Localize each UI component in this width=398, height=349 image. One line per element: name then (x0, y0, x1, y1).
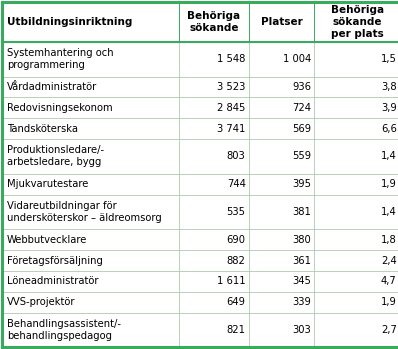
Text: 744: 744 (227, 179, 246, 189)
Text: 339: 339 (293, 297, 311, 307)
Text: Vidareutbildningar för
undersköterskor – äldreomsorg: Vidareutbildningar för undersköterskor –… (7, 201, 162, 223)
Bar (2, 2, 179, 42)
Text: 559: 559 (292, 151, 311, 161)
Bar (2, 97, 398, 118)
Text: 724: 724 (292, 103, 311, 113)
Text: 3,9: 3,9 (381, 103, 397, 113)
Text: 381: 381 (293, 207, 311, 217)
Text: 936: 936 (292, 82, 311, 92)
Bar (2, 76, 398, 97)
Text: 1,9: 1,9 (381, 179, 397, 189)
Text: 1 611: 1 611 (217, 276, 246, 286)
Text: 1,4: 1,4 (381, 151, 397, 161)
Bar (2, 292, 398, 313)
Text: Produktionsledare/-
arbetsledare, bygg: Produktionsledare/- arbetsledare, bygg (7, 146, 104, 168)
Text: 6,6: 6,6 (381, 124, 397, 134)
Text: 1,8: 1,8 (381, 235, 397, 245)
Text: 803: 803 (227, 151, 246, 161)
Text: Platser: Platser (261, 17, 302, 27)
Text: Redovisningsekonom: Redovisningsekonom (7, 103, 112, 113)
Text: 649: 649 (226, 297, 246, 307)
Bar (314, 2, 398, 42)
Text: 303: 303 (293, 325, 311, 335)
Text: 2 845: 2 845 (217, 103, 246, 113)
Text: 2,4: 2,4 (381, 255, 397, 266)
Text: Löneadministratör: Löneadministratör (7, 276, 98, 286)
Bar (249, 2, 314, 42)
Text: 1,9: 1,9 (381, 297, 397, 307)
Text: 1,4: 1,4 (381, 207, 397, 217)
Bar (2, 313, 398, 347)
Text: Behöriga
sökande
per plats: Behöriga sökande per plats (331, 5, 384, 39)
Text: Mjukvarutestare: Mjukvarutestare (7, 179, 88, 189)
Text: Utbildningsinriktning: Utbildningsinriktning (7, 17, 132, 27)
Text: 1 004: 1 004 (283, 54, 311, 64)
Text: Systemhantering och
programmering: Systemhantering och programmering (7, 48, 113, 70)
Text: 3,8: 3,8 (381, 82, 397, 92)
Text: 2,7: 2,7 (381, 325, 397, 335)
Text: 345: 345 (293, 276, 311, 286)
Text: 380: 380 (293, 235, 311, 245)
Bar (2, 42, 398, 76)
Bar (2, 271, 398, 292)
Text: 4,7: 4,7 (381, 276, 397, 286)
Bar (2, 139, 398, 174)
Text: Tandsköterska: Tandsköterska (7, 124, 78, 134)
Text: 569: 569 (292, 124, 311, 134)
Text: Webbutvecklare: Webbutvecklare (7, 235, 87, 245)
Text: 1,5: 1,5 (381, 54, 397, 64)
Text: Behandlingsassistent/-
behandlingspedagog: Behandlingsassistent/- behandlingspedago… (7, 319, 121, 341)
Text: Behöriga
sökande: Behöriga sökande (187, 11, 240, 33)
Bar (2, 250, 398, 271)
Bar (2, 229, 398, 250)
Text: 3 523: 3 523 (217, 82, 246, 92)
Bar (2, 195, 398, 229)
Bar (2, 118, 398, 139)
Text: 3 741: 3 741 (217, 124, 246, 134)
Text: 1 548: 1 548 (217, 54, 246, 64)
Bar (179, 2, 249, 42)
Text: 690: 690 (226, 235, 246, 245)
Text: 535: 535 (226, 207, 246, 217)
Text: 395: 395 (292, 179, 311, 189)
Text: 882: 882 (227, 255, 246, 266)
Text: VVS-projektör: VVS-projektör (7, 297, 75, 307)
Text: Vårdadministratör: Vårdadministratör (7, 82, 97, 92)
Text: 821: 821 (226, 325, 246, 335)
Bar (2, 174, 398, 194)
Text: Företagsförsäljning: Företagsförsäljning (7, 255, 103, 266)
Text: 361: 361 (292, 255, 311, 266)
